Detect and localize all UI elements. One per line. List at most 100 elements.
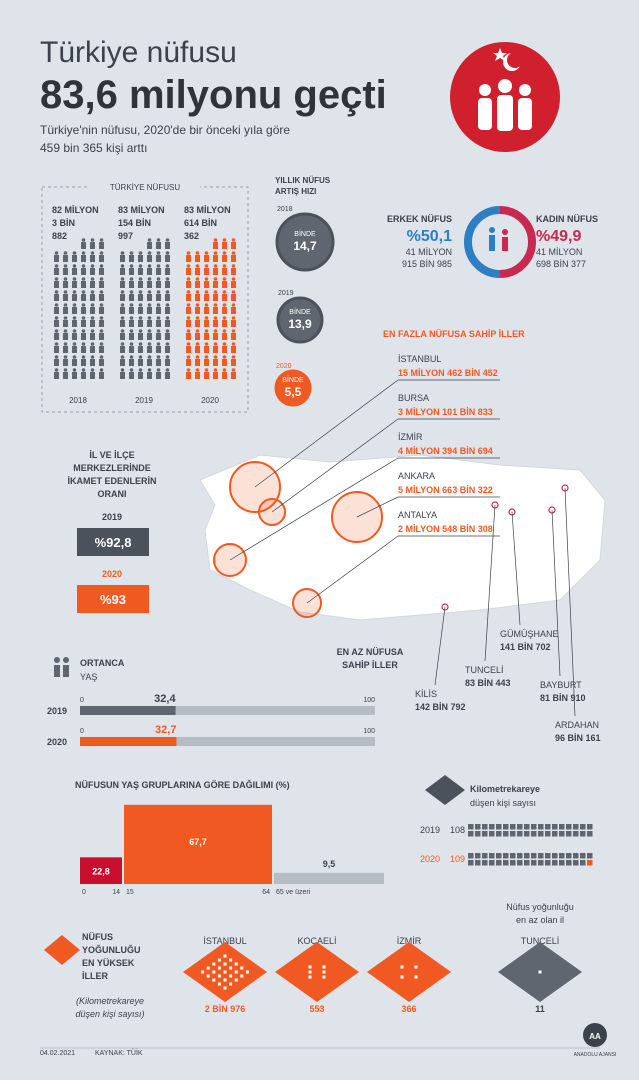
person-icon (165, 242, 170, 249)
person-icon (165, 329, 170, 333)
person-icon (156, 333, 161, 340)
population-value: 83 MİLYON (184, 205, 231, 215)
density-dot (223, 954, 227, 958)
person-icon (72, 372, 77, 379)
person-icon (213, 251, 218, 255)
density-square (552, 831, 558, 837)
person-icon (90, 251, 95, 255)
person-icon (156, 303, 161, 307)
gender-count: 41 MİLYON (536, 247, 582, 257)
province-population: 142 BİN 792 (415, 702, 466, 712)
person-icon (63, 255, 68, 262)
person-icon (231, 329, 236, 333)
person-icon (186, 372, 191, 379)
person-icon (129, 368, 134, 372)
person-icon (231, 242, 236, 249)
person-icon (231, 303, 236, 307)
leader (254, 379, 399, 488)
person-icon (195, 333, 200, 340)
person-icon (63, 355, 68, 359)
person-icon (156, 355, 161, 359)
person-icon (156, 316, 161, 320)
person-icon (138, 346, 143, 353)
person-icon (90, 290, 95, 294)
density-dot (538, 970, 542, 974)
person-icon (165, 359, 170, 366)
section-title: EN AZ NÜFUSA (337, 647, 404, 657)
person-icon (54, 264, 59, 268)
person-icon (120, 346, 125, 353)
person-icon (99, 359, 104, 366)
person-icon (231, 251, 236, 255)
person-icon (186, 368, 191, 372)
person-icon (129, 264, 134, 268)
person-icon (99, 268, 104, 275)
person-icon (54, 316, 59, 320)
province-name: İSTANBUL (398, 354, 441, 364)
person-icon (213, 346, 218, 353)
person-icon (156, 251, 161, 255)
density-dot (223, 970, 227, 974)
person-icon (90, 346, 95, 353)
density-square (531, 831, 537, 837)
person-icon (222, 264, 227, 268)
person-icon (63, 290, 68, 294)
person-icon (81, 372, 86, 379)
density-square (503, 824, 509, 830)
person-icon (147, 264, 152, 268)
person-icon (213, 268, 218, 275)
person-icon (147, 277, 152, 281)
person-icon (147, 251, 152, 255)
person-icon (90, 333, 95, 340)
person-icon (156, 294, 161, 301)
icon (489, 227, 495, 233)
person-icon (63, 303, 68, 307)
section-title: EN FAZLA NÜFUSA SAHİP İLLER (383, 329, 525, 339)
person-icon (204, 372, 209, 379)
person-icon (165, 281, 170, 288)
density-square (580, 860, 586, 866)
person-icon (138, 333, 143, 340)
person-icon (156, 359, 161, 366)
person-icon (90, 342, 95, 346)
section-title: ORTANCA (80, 658, 125, 668)
density-square (503, 853, 509, 859)
province-population: 15 MİLYON 462 BİN 452 (398, 368, 498, 378)
density-square (552, 824, 558, 830)
leader (356, 496, 399, 518)
gender-count: 698 BİN 377 (536, 259, 586, 269)
person-icon (165, 251, 170, 255)
person-icon (231, 333, 236, 340)
person-icon (231, 359, 236, 366)
person-icon (72, 281, 77, 288)
density-square (580, 831, 586, 837)
age-from: 0 (82, 889, 86, 896)
bar-track (80, 737, 375, 746)
person-icon (195, 316, 200, 320)
density-square (468, 831, 474, 837)
person-icon (90, 303, 95, 307)
density-square (475, 860, 481, 866)
person-icon (99, 342, 104, 346)
person-icon (231, 268, 236, 275)
person-icon (147, 255, 152, 262)
section-title: İL VE İLÇE (89, 450, 134, 460)
rate-value: 5,5 (285, 385, 302, 399)
person-icon (204, 316, 209, 320)
density-square (538, 831, 544, 837)
person-icon (213, 281, 218, 288)
person-icon (222, 355, 227, 359)
density-dot (223, 962, 227, 966)
person-icon (129, 307, 134, 314)
person-icon (90, 329, 95, 333)
province-population: 2 MİLYON 548 BİN 308 (398, 524, 493, 534)
value-label: 32,4 (154, 693, 176, 705)
leader (564, 487, 576, 717)
leader (229, 457, 399, 561)
person-icon (63, 277, 68, 281)
person-icon (222, 333, 227, 340)
person-icon (186, 251, 191, 255)
density-dot (234, 970, 238, 974)
section-title: ARTIŞ HIZI (275, 187, 316, 196)
icon (63, 657, 69, 663)
